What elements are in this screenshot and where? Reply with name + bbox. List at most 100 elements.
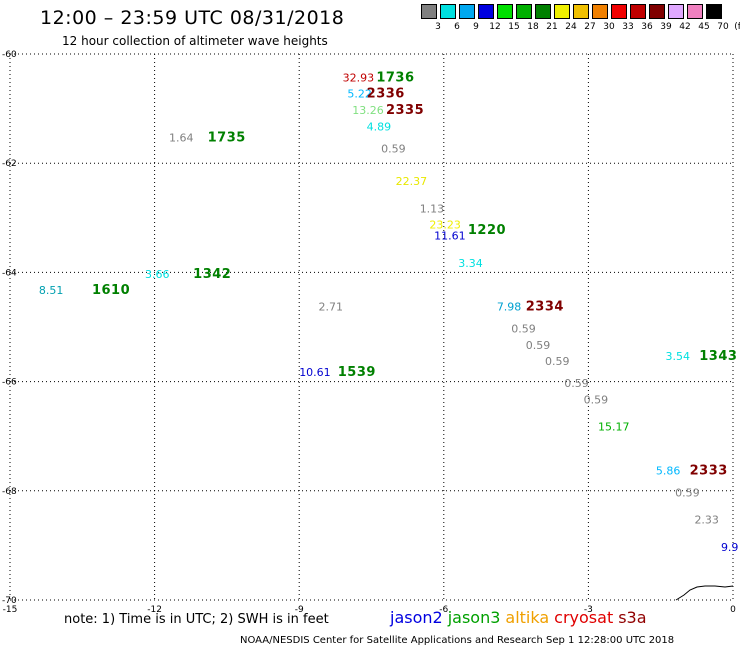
- wave-height-value: 0.59: [526, 339, 551, 352]
- color-scale-label: 3: [435, 22, 441, 32]
- color-scale-label: 70: [717, 22, 729, 32]
- color-swatch: [516, 4, 532, 19]
- latitude-labels: -60 -62 -64 -66 -68 -70: [2, 50, 17, 606]
- color-scale-label: 21: [546, 22, 558, 32]
- wave-height-value: 5.86: [656, 464, 681, 477]
- wave-height-value: 22.37: [396, 175, 428, 188]
- wave-height-value: 3.34: [458, 257, 483, 270]
- wave-height-value: 32.93: [343, 71, 375, 84]
- pass-time-label: 1539: [338, 365, 376, 380]
- color-swatch: [611, 4, 627, 19]
- color-swatch: [573, 4, 589, 19]
- wave-height-value: 1.64: [169, 131, 194, 144]
- observations-layer: 32.93 5.22 13.26 4.89 0.59 1.64 22.37 1.13 23.23…: [39, 71, 739, 554]
- grid-lines: [9, 53, 734, 601]
- color-swatch: [630, 4, 646, 19]
- color-swatch: [421, 4, 437, 19]
- color-scale-label: 18: [527, 22, 539, 32]
- longitude-label: -12: [147, 605, 162, 615]
- pass-time-label: 2334: [526, 300, 564, 315]
- wave-height-value: 0.59: [564, 377, 589, 390]
- color-swatch: [649, 4, 665, 19]
- wave-height-value: 10.61: [299, 366, 331, 379]
- wave-height-value: 3.66: [145, 268, 170, 281]
- pass-time-label: 1343: [699, 349, 737, 364]
- footer-credit: NOAA/NESDIS Center for Satellite Applica…: [240, 635, 675, 646]
- satellite-legend-item: jason2: [390, 608, 443, 627]
- pass-time-label: 2333: [690, 463, 728, 478]
- pass-time-label: 1610: [92, 283, 130, 298]
- color-scale-label: 33: [622, 22, 634, 32]
- wave-height-value: 0.59: [584, 393, 609, 406]
- satellite-legend-item: jason3: [447, 608, 501, 627]
- longitude-label: -3: [584, 605, 593, 615]
- page-title: 12:00 – 23:59 UTC 08/31/2018: [40, 7, 345, 29]
- wave-height-value: 8.51: [39, 284, 64, 297]
- color-scale-label: 9: [473, 22, 479, 32]
- color-scale-label: 45: [698, 22, 710, 32]
- pass-time-label: 1220: [468, 223, 506, 238]
- longitude-label: -15: [3, 605, 18, 615]
- latitude-label: -62: [2, 159, 17, 169]
- wave-height-value: 2.33: [694, 514, 719, 527]
- color-scale-label: 30: [603, 22, 615, 32]
- longitude-labels: -15 -12 -9 -6 -3 0: [3, 605, 736, 615]
- latitude-label: -68: [2, 487, 17, 497]
- satellite-legend-item: s3a: [618, 608, 647, 627]
- latitude-label: -60: [2, 50, 17, 60]
- color-swatch: [535, 4, 551, 19]
- color-swatch: [478, 4, 494, 19]
- color-scale-label: 42: [679, 22, 691, 32]
- color-scale-label: 27: [584, 22, 596, 32]
- longitude-label: -6: [439, 605, 448, 615]
- color-scale-label: 6: [454, 22, 460, 32]
- longitude-label: -9: [295, 605, 304, 615]
- wave-height-value: 11.61: [434, 230, 466, 243]
- color-swatch: [459, 4, 475, 19]
- color-swatch: [554, 4, 570, 19]
- color-swatch: [668, 4, 684, 19]
- color-swatch: [706, 4, 722, 19]
- color-scale-label: 15: [508, 22, 520, 32]
- color-swatch: [497, 4, 513, 19]
- wave-height-value: 9.9: [721, 541, 739, 554]
- latitude-label: -70: [2, 596, 17, 606]
- longitude-label: 0: [730, 605, 736, 615]
- color-swatch: [440, 4, 456, 19]
- wave-height-value: 2.71: [318, 301, 343, 314]
- latitude-label: -64: [2, 268, 17, 278]
- color-scale-label: 39: [660, 22, 672, 32]
- wave-height-value: 1.13: [420, 202, 445, 215]
- pass-time-label: 1342: [193, 267, 231, 282]
- satellite-legend-item: cryosat: [554, 608, 614, 627]
- latitude-label: -66: [2, 378, 17, 388]
- wave-height-value: 0.59: [675, 486, 700, 499]
- pass-time-label: 1736: [376, 70, 414, 85]
- wave-height-value: 13.26: [352, 104, 384, 117]
- color-swatch: [592, 4, 608, 19]
- color-scale-label: 12: [489, 22, 501, 32]
- wave-height-value: 23.23: [429, 219, 461, 232]
- pass-time-label: 2336: [367, 87, 405, 102]
- wave-height-value: 3.54: [666, 350, 691, 363]
- color-swatch: [687, 4, 703, 19]
- coastline-path: [675, 585, 734, 601]
- color-scale-label: 36: [641, 22, 653, 32]
- wave-height-value: 5.22: [347, 88, 372, 101]
- wave-height-value: 0.59: [511, 322, 536, 335]
- wave-height-value: 7.98: [497, 301, 522, 314]
- color-scale-label: 24: [565, 22, 577, 32]
- satellite-legend: jason2 jason3 altika cryosat s3a: [390, 608, 652, 627]
- wave-height-value: 0.59: [381, 142, 406, 155]
- wave-height-value: 4.89: [367, 120, 392, 133]
- pass-time-label: 2335: [386, 103, 424, 118]
- wave-height-value: 0.59: [545, 355, 570, 368]
- color-scale-unit: (ft): [734, 22, 740, 32]
- page-subtitle: 12 hour collection of altimeter wave hei…: [62, 34, 328, 48]
- satellite-legend-item: altika: [505, 608, 550, 627]
- wave-height-value: 15.17: [598, 421, 630, 434]
- pass-time-label: 1735: [208, 130, 246, 145]
- coastline: [675, 585, 734, 601]
